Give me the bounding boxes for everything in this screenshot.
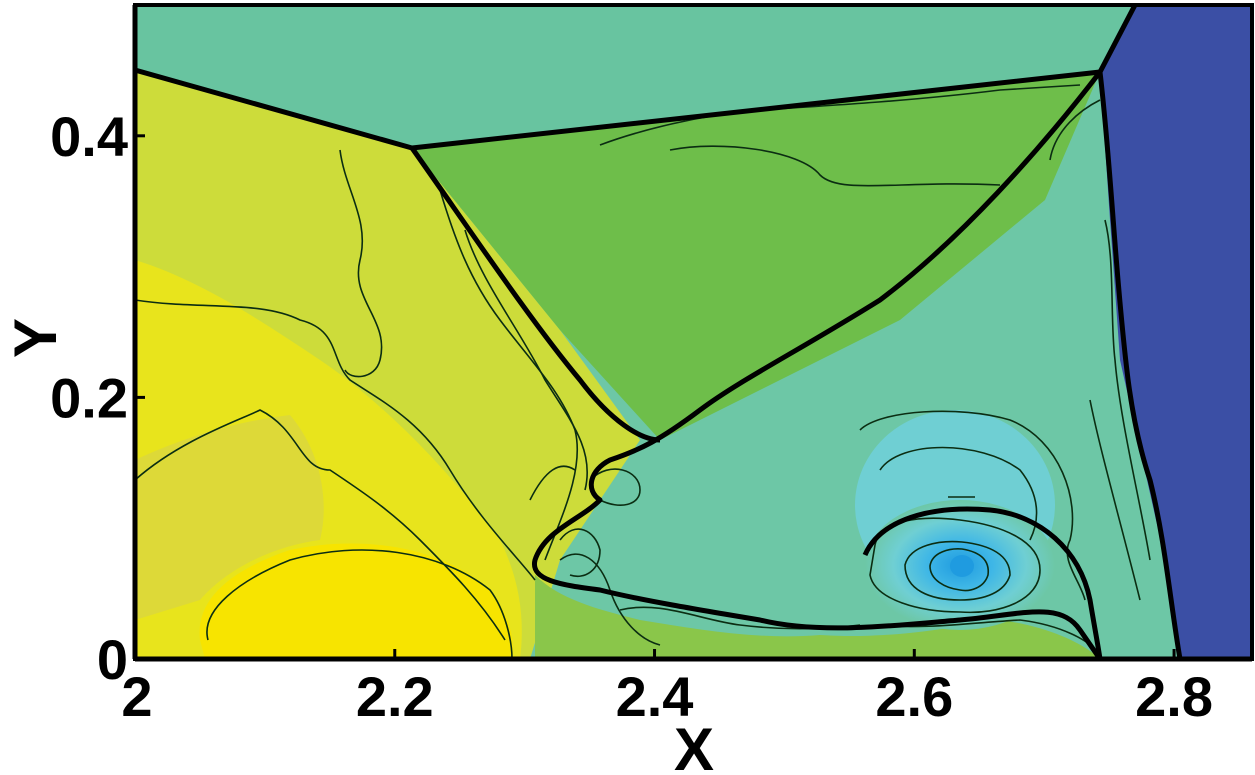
x-tick-label: 2.6 — [875, 665, 953, 728]
x-tick-label: 2.4 — [616, 665, 694, 728]
y-tick-label: 0 — [97, 628, 128, 691]
slip-line — [532, 70, 1103, 659]
vortex-boundary — [862, 506, 1103, 659]
region-lower-green — [535, 575, 1100, 659]
shock-lines — [135, 5, 1183, 659]
contour-lines — [135, 84, 1151, 659]
y-axis-title: Y — [2, 318, 69, 358]
region-yellow-band — [135, 415, 324, 620]
mach-stem — [1097, 71, 1183, 659]
region-mach-stem-blue — [1100, 5, 1252, 659]
upper-shock — [1097, 5, 1138, 74]
region-reflected-green — [412, 72, 1100, 440]
vortex-core — [950, 555, 974, 577]
region-upper-teal — [135, 5, 1135, 148]
x-tick-label: 2.2 — [356, 665, 434, 728]
reflected-shock — [409, 146, 661, 443]
plot-area — [135, 5, 1252, 659]
x-axis-title: X — [674, 716, 714, 775]
y-tick-label: 0.2 — [50, 366, 128, 429]
x-ticks: 2 2.2 2.4 2.6 2.8 — [121, 649, 1213, 728]
y-ticks: 0 0.2 0.4 — [50, 105, 145, 691]
region-left-bright-yellow — [199, 543, 513, 659]
x-tick-label: 2 — [121, 665, 152, 728]
x-tick-label: 2.8 — [1135, 665, 1213, 728]
y-tick-label: 0.4 — [50, 105, 128, 168]
